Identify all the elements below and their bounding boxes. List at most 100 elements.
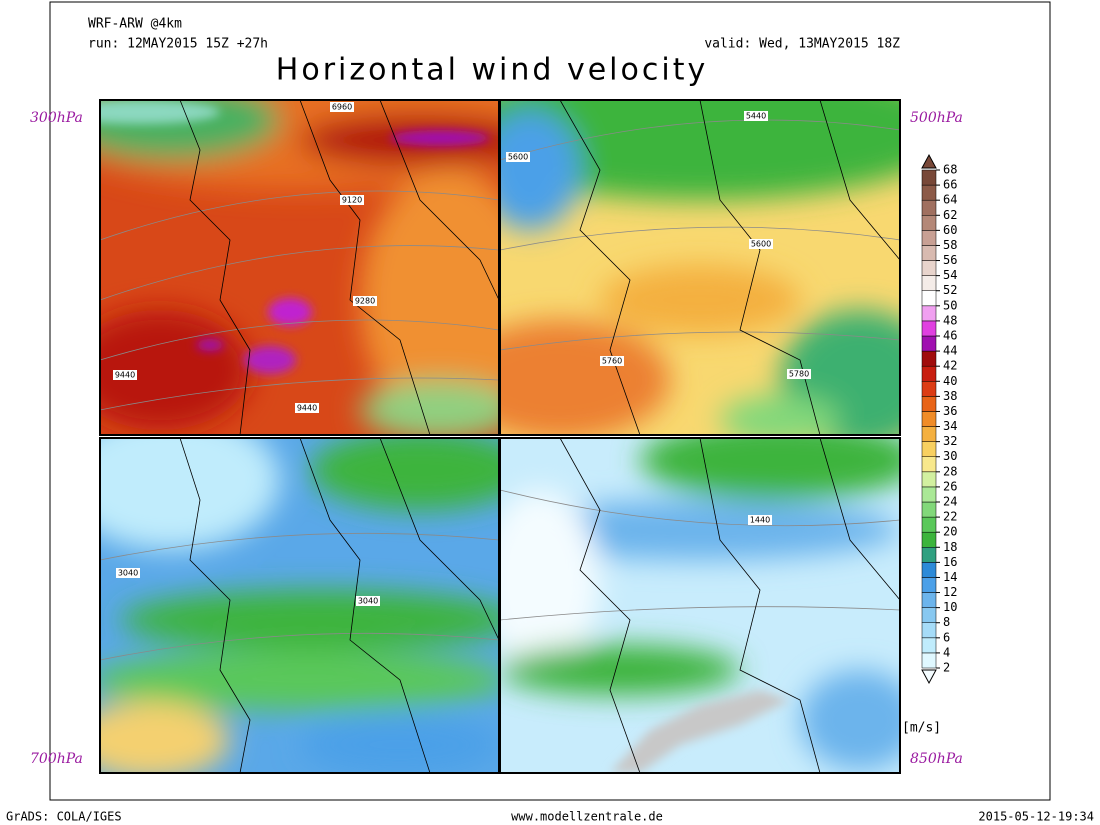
colorbar-tick-label: 6 — [943, 630, 950, 644]
color-step — [921, 215, 937, 231]
contour-label-box — [330, 102, 354, 112]
contour-label-box — [749, 239, 773, 249]
contour-label: 1440 — [750, 516, 770, 525]
color-step — [921, 290, 937, 307]
contour-label-box — [748, 515, 772, 525]
contour-label-box — [116, 568, 140, 578]
geopotential-contours — [99, 119, 901, 661]
country-borders — [179, 99, 901, 774]
color-step — [921, 320, 937, 337]
contour-label-box — [356, 596, 380, 606]
contour-label: 6960 — [332, 103, 352, 112]
valid-label: valid: Wed, 13MAY2015 18Z — [704, 37, 900, 52]
colorbar-tick-label: 68 — [943, 163, 957, 177]
color-step — [921, 622, 937, 639]
outer-frame — [49, 1, 1051, 801]
colorbar-tick-label: 60 — [943, 223, 957, 237]
color-step — [921, 426, 937, 442]
color-step — [921, 365, 937, 382]
contour-label: 5600 — [508, 153, 528, 162]
color-step — [921, 486, 937, 503]
level-label: 500hPa — [910, 110, 963, 126]
colorbar-unit: [m/s] — [902, 721, 941, 736]
field-300 — [100, 100, 499, 435]
color-step — [921, 547, 937, 563]
colorbar-tick-label: 50 — [943, 298, 957, 312]
color-step — [921, 381, 937, 397]
colorbar-tick-label: 38 — [943, 389, 957, 403]
colorbar-tick-label: 34 — [943, 419, 957, 433]
colorbar-tick-label: 20 — [943, 525, 957, 539]
color-step — [921, 577, 937, 593]
colorbar-bottom-arrow — [921, 669, 937, 685]
color-step — [921, 245, 937, 261]
color-step — [921, 184, 937, 201]
colorbar-tick-label: 54 — [943, 268, 957, 282]
color-step — [921, 531, 937, 548]
color-step — [921, 411, 937, 427]
colorbar-tick-label: 30 — [943, 449, 957, 463]
footer-center: www.modellzentrale.de — [511, 810, 663, 824]
contour-label: 3040 — [118, 569, 138, 578]
footer-right: 2015-05-12-19:34 — [978, 810, 1094, 824]
contour-label: 5780 — [789, 370, 809, 379]
contour-label-box — [340, 195, 364, 205]
contour-label-box — [113, 370, 137, 380]
colorbar-tick-label: 40 — [943, 374, 957, 388]
color-step — [921, 350, 937, 367]
colorbar-tick-label: 10 — [943, 600, 957, 614]
colorbar-tick-label: 12 — [943, 585, 957, 599]
color-step — [921, 199, 937, 216]
colorbar-tick-label: 66 — [943, 178, 957, 192]
contour-label: 5600 — [751, 240, 771, 249]
colorbar-tick-label: 26 — [943, 479, 957, 493]
run-label: run: 12MAY2015 15Z +27h — [88, 37, 268, 52]
panel-frames — [99, 99, 901, 774]
color-step — [921, 260, 937, 276]
colorbar-tick-label: 18 — [943, 540, 957, 554]
contour-label-box — [787, 369, 811, 379]
contour-label-box — [744, 111, 768, 121]
colorbar-tick-label: 24 — [943, 495, 957, 509]
footer-left: GrADS: COLA/IGES — [6, 810, 122, 824]
colorbar-tick-label: 8 — [943, 615, 950, 629]
field-500 — [500, 100, 900, 435]
color-step — [921, 169, 937, 186]
colorbar-tick-label: 22 — [943, 510, 957, 524]
level-label: 850hPa — [910, 751, 963, 767]
colorbar-tick-label: 56 — [943, 253, 957, 267]
contour-label-box — [353, 296, 377, 306]
map-title: Horizontal wind velocity — [276, 53, 708, 88]
contour-label: 9280 — [355, 297, 375, 306]
field-700 — [100, 438, 499, 773]
colorbar-tick-label: 28 — [943, 464, 957, 478]
color-step — [921, 230, 937, 246]
colorbar-tick-label: 16 — [943, 555, 957, 569]
contour-label: 9440 — [297, 404, 317, 413]
contour-label: 3040 — [358, 597, 378, 606]
colorbar-tick-label: 14 — [943, 570, 957, 584]
contour-label: 5760 — [602, 357, 622, 366]
colorbar-tick-label: 64 — [943, 193, 957, 207]
contour-label: 9440 — [115, 371, 135, 380]
color-step — [921, 335, 937, 352]
colorbar-tick-label: 36 — [943, 404, 957, 418]
field-850 — [500, 438, 900, 773]
colorbar-tick-label: 52 — [943, 283, 957, 297]
color-step — [921, 652, 937, 669]
colorbar-tick-label: 62 — [943, 208, 957, 222]
level-label: 300hPa — [30, 110, 83, 126]
colorbar-tick-label: 32 — [943, 434, 957, 448]
color-step — [921, 562, 937, 578]
color-step — [921, 592, 937, 608]
color-step — [921, 516, 937, 533]
color-step — [921, 637, 937, 654]
contour-label-box — [600, 356, 624, 366]
colorbar-top-arrow — [921, 153, 937, 169]
colorbar-tick-label: 44 — [943, 344, 957, 358]
colorbar-tick-label: 48 — [943, 313, 957, 327]
color-step — [921, 305, 937, 322]
colorbar-tick-label: 4 — [943, 645, 950, 659]
color-step — [921, 501, 937, 518]
